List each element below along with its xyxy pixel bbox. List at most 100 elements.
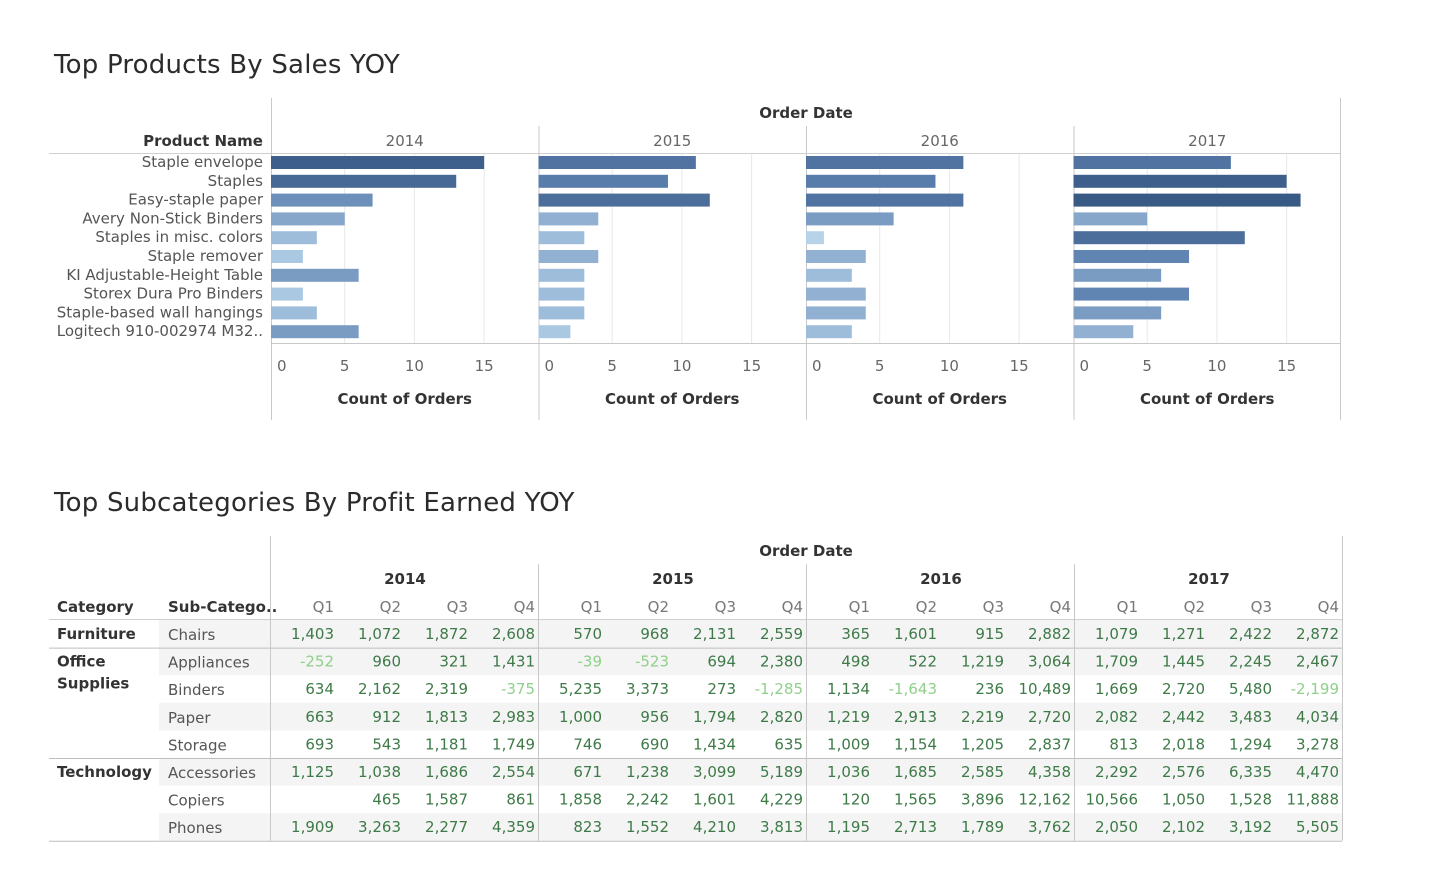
row-band bbox=[159, 620, 1342, 648]
profit-cell: 690 bbox=[640, 735, 669, 753]
profit-cell: 4,470 bbox=[1296, 763, 1339, 781]
profit-cell: 1,552 bbox=[626, 818, 669, 836]
profit-cell: 2,882 bbox=[1028, 625, 1071, 643]
profit-cell: 694 bbox=[707, 653, 736, 671]
profit-cell: 1,445 bbox=[1162, 653, 1205, 671]
category-label: Avery Non-Stick Binders bbox=[82, 209, 263, 227]
x-tick-label: 5 bbox=[607, 357, 617, 375]
category-label-line: Supplies bbox=[57, 675, 129, 693]
x-tick-label: 0 bbox=[1080, 357, 1090, 375]
bar bbox=[1073, 268, 1162, 282]
profit-cell: 4,034 bbox=[1296, 708, 1339, 726]
subcategory-label: Binders bbox=[168, 681, 225, 699]
profit-cell: 2,102 bbox=[1162, 818, 1205, 836]
subcategory-label: Accessories bbox=[168, 764, 256, 782]
column-header-order-date: Order Date bbox=[759, 542, 853, 560]
x-tick-label: 10 bbox=[940, 357, 959, 375]
profit-cell: 3,813 bbox=[760, 818, 803, 836]
profit-cell: 1,749 bbox=[492, 735, 535, 753]
profit-cell: 1,587 bbox=[425, 791, 468, 809]
category-label: KI Adjustable-Height Table bbox=[66, 266, 263, 284]
quarter-header: Q4 bbox=[1050, 598, 1071, 616]
profit-cell: -1,285 bbox=[755, 680, 803, 698]
profit-cell: 960 bbox=[372, 653, 401, 671]
x-tick-label: 0 bbox=[545, 357, 555, 375]
bar bbox=[538, 231, 585, 245]
profit-cell: 3,263 bbox=[358, 818, 401, 836]
profit-cell: 2,585 bbox=[961, 763, 1004, 781]
quarter-header: Q3 bbox=[1251, 598, 1272, 616]
profit-cell: 3,483 bbox=[1229, 708, 1272, 726]
profit-cell: 1,154 bbox=[894, 735, 937, 753]
profit-cell: 1,294 bbox=[1229, 735, 1272, 753]
subcategory-label: Appliances bbox=[168, 654, 250, 672]
bar bbox=[1073, 287, 1190, 301]
bar bbox=[271, 174, 457, 188]
category-label: Easy-staple paper bbox=[128, 191, 264, 209]
profit-cell: 2,576 bbox=[1162, 763, 1205, 781]
category-label: Logitech 910-002974 M32.. bbox=[57, 322, 263, 340]
profit-cell: 634 bbox=[305, 680, 334, 698]
profit-cell: 2,162 bbox=[358, 680, 401, 698]
bar bbox=[806, 306, 866, 320]
x-tick-label: 5 bbox=[340, 357, 350, 375]
profit-cell: 2,319 bbox=[425, 680, 468, 698]
panel-year-label: 2017 bbox=[1188, 132, 1226, 150]
profit-cell: 1,271 bbox=[1162, 625, 1205, 643]
profit-cell: 5,189 bbox=[760, 763, 803, 781]
profit-cell: 2,380 bbox=[760, 653, 803, 671]
profit-cell: 1,601 bbox=[894, 625, 937, 643]
quarter-header: Q3 bbox=[983, 598, 1004, 616]
category-label: Technology bbox=[57, 763, 152, 781]
bar bbox=[271, 325, 359, 339]
row-band bbox=[159, 647, 1342, 676]
category-label: Staple-based wall hangings bbox=[57, 303, 263, 321]
subcategory-label: Phones bbox=[168, 819, 222, 837]
profit-cell: 4,210 bbox=[693, 818, 736, 836]
profit-cell: 861 bbox=[506, 791, 535, 809]
profit-cell: 2,837 bbox=[1028, 735, 1071, 753]
quarter-header: Q2 bbox=[648, 598, 669, 616]
quarter-header: Q2 bbox=[1184, 598, 1205, 616]
profit-cell: 2,559 bbox=[760, 625, 803, 643]
profit-cell: 3,373 bbox=[626, 680, 669, 698]
profit-cell: 2,131 bbox=[693, 625, 736, 643]
profit-cell: 498 bbox=[841, 653, 870, 671]
profit-cell: 1,072 bbox=[358, 625, 401, 643]
profit-cell: 10,566 bbox=[1086, 791, 1139, 809]
profit-cell: 2,608 bbox=[492, 625, 535, 643]
profit-cell: 2,082 bbox=[1095, 708, 1138, 726]
profit-cell: 2,983 bbox=[492, 708, 535, 726]
profit-cell: -252 bbox=[300, 653, 334, 671]
profit-cell: 635 bbox=[774, 735, 803, 753]
category-label: Staples bbox=[208, 172, 264, 190]
bar bbox=[1073, 231, 1245, 245]
bar bbox=[538, 156, 696, 169]
profit-cell: 1,601 bbox=[693, 791, 736, 809]
profit-cell: 236 bbox=[975, 680, 1004, 698]
profit-cell: 1,794 bbox=[693, 708, 736, 726]
profit-cell: 2,219 bbox=[961, 708, 1004, 726]
panel-year-label: 2016 bbox=[921, 132, 959, 150]
bar bbox=[806, 268, 852, 282]
profit-cell: 1,685 bbox=[894, 763, 937, 781]
profit-cell: 2,292 bbox=[1095, 763, 1138, 781]
x-tick-label: 10 bbox=[672, 357, 691, 375]
profit-cell: 543 bbox=[372, 735, 401, 753]
profit-cell: 3,278 bbox=[1296, 735, 1339, 753]
row-header-subcategory: Sub-Catego.. bbox=[168, 598, 277, 616]
profit-cell: 3,099 bbox=[693, 763, 736, 781]
bar bbox=[271, 268, 359, 282]
subcategory-label: Paper bbox=[168, 709, 211, 727]
profit-cell: 2,872 bbox=[1296, 625, 1339, 643]
category-label: Staples in misc. colors bbox=[95, 228, 263, 246]
profit-cell: 813 bbox=[1109, 735, 1138, 753]
panel-year-label: 2014 bbox=[386, 132, 424, 150]
profit-cell: 1,565 bbox=[894, 791, 937, 809]
profit-cell: 120 bbox=[841, 791, 870, 809]
bar bbox=[1073, 250, 1190, 263]
profit-cell: 2,713 bbox=[894, 818, 937, 836]
row-band bbox=[159, 702, 1342, 731]
quarter-header: Q4 bbox=[1318, 598, 1339, 616]
